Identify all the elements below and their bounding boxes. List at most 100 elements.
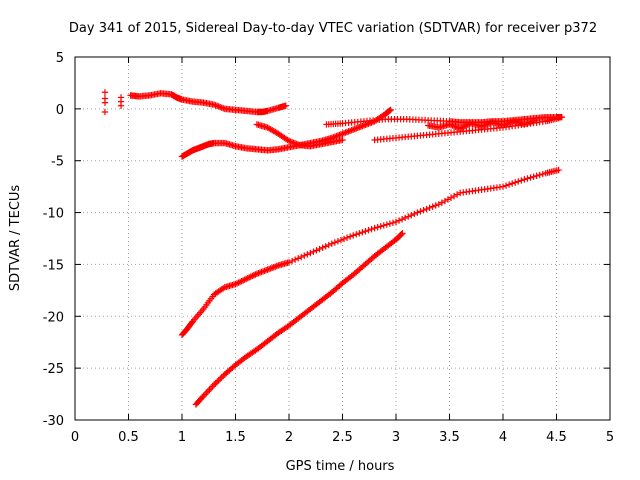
data-point bbox=[301, 252, 308, 259]
data-point bbox=[241, 276, 248, 283]
data-point bbox=[246, 274, 253, 281]
data-point bbox=[555, 166, 562, 174]
x-tick-label: 1.5 bbox=[225, 430, 246, 445]
data-point bbox=[365, 227, 372, 234]
data-point bbox=[518, 177, 525, 184]
data-point bbox=[387, 106, 394, 114]
data-point bbox=[339, 136, 346, 144]
data-point bbox=[316, 245, 323, 253]
data-point bbox=[530, 173, 537, 180]
data-point bbox=[392, 218, 400, 226]
data-point bbox=[207, 384, 215, 392]
series-arc-3 bbox=[127, 90, 289, 116]
y-tick-label: 5 bbox=[56, 51, 64, 66]
y-axis-ticks: 5 0 -5 -10 -15 -20 -25 -30 bbox=[43, 51, 610, 429]
data-point bbox=[249, 272, 256, 280]
y-tick-label: -20 bbox=[43, 310, 64, 325]
data-point bbox=[558, 113, 566, 121]
y-tick-label: -25 bbox=[43, 362, 64, 377]
y-tick-label: -30 bbox=[43, 414, 64, 429]
data-point bbox=[368, 225, 375, 233]
data-point bbox=[232, 280, 239, 288]
data-points bbox=[101, 89, 566, 408]
data-point bbox=[291, 256, 299, 263]
x-tick-label: 4.5 bbox=[546, 430, 567, 445]
data-point bbox=[250, 272, 258, 279]
data-point bbox=[313, 247, 320, 254]
data-point bbox=[464, 121, 472, 129]
data-point bbox=[389, 219, 397, 226]
data-point bbox=[405, 213, 412, 220]
x-axis-label: GPS time / hours bbox=[286, 459, 395, 474]
data-point bbox=[420, 207, 427, 214]
data-point bbox=[374, 224, 381, 231]
data-point bbox=[220, 372, 227, 380]
data-point bbox=[359, 229, 366, 236]
data-point bbox=[499, 183, 507, 190]
data-point bbox=[386, 220, 394, 227]
data-point bbox=[288, 257, 296, 265]
data-point bbox=[527, 174, 534, 181]
data-point bbox=[285, 259, 293, 266]
data-point bbox=[458, 124, 465, 132]
data-point bbox=[307, 249, 314, 257]
data-point bbox=[204, 388, 212, 395]
chart-title: Day 341 of 2015, Sidereal Day-to-day VTE… bbox=[69, 21, 597, 36]
x-tick-label: 2.5 bbox=[332, 430, 353, 445]
series-arc-7 bbox=[371, 114, 562, 144]
data-point bbox=[243, 275, 250, 283]
data-point bbox=[408, 212, 415, 219]
data-point bbox=[235, 279, 242, 286]
data-point bbox=[101, 89, 109, 96]
data-point bbox=[343, 234, 351, 241]
data-point bbox=[294, 255, 302, 262]
series-arc-4 bbox=[178, 106, 394, 160]
data-point bbox=[371, 224, 378, 232]
data-point bbox=[539, 170, 546, 178]
data-point bbox=[252, 271, 259, 278]
data-point bbox=[450, 192, 458, 200]
data-point bbox=[383, 221, 391, 228]
data-point bbox=[206, 386, 213, 393]
data-point bbox=[233, 280, 241, 287]
data-point bbox=[429, 203, 436, 210]
y-tick-label: -5 bbox=[51, 155, 64, 170]
y-tick-label: -10 bbox=[43, 207, 64, 222]
data-point bbox=[512, 179, 519, 186]
data-point bbox=[463, 122, 470, 129]
data-point bbox=[213, 378, 221, 385]
data-point bbox=[426, 204, 433, 212]
data-point bbox=[508, 180, 516, 187]
data-point bbox=[399, 230, 406, 237]
data-point bbox=[101, 99, 109, 106]
data-point bbox=[101, 108, 109, 116]
data-point bbox=[524, 175, 531, 182]
data-point bbox=[218, 374, 225, 381]
data-point bbox=[220, 285, 227, 292]
data-point bbox=[239, 277, 247, 284]
data-point bbox=[310, 248, 317, 255]
data-point bbox=[362, 228, 369, 235]
y-tick-label: 0 bbox=[56, 103, 64, 118]
data-point bbox=[423, 205, 430, 213]
data-point bbox=[453, 191, 461, 198]
data-point bbox=[438, 199, 446, 206]
y-tick-label: -15 bbox=[43, 258, 64, 273]
data-point bbox=[331, 239, 339, 246]
data-point bbox=[353, 231, 360, 238]
plot-frame bbox=[74, 56, 611, 421]
data-point bbox=[460, 123, 467, 131]
data-point bbox=[461, 123, 468, 130]
series-arc-5 bbox=[253, 121, 346, 150]
data-point bbox=[417, 208, 424, 215]
data-point bbox=[555, 114, 562, 122]
x-tick-label: 1 bbox=[178, 430, 186, 445]
x-tick-label: 4 bbox=[499, 430, 507, 445]
data-point bbox=[346, 233, 354, 240]
data-point bbox=[322, 243, 329, 250]
data-point bbox=[203, 389, 210, 397]
data-point bbox=[536, 171, 543, 179]
data-point bbox=[377, 223, 384, 230]
data-point bbox=[215, 377, 222, 384]
data-point bbox=[401, 214, 409, 222]
